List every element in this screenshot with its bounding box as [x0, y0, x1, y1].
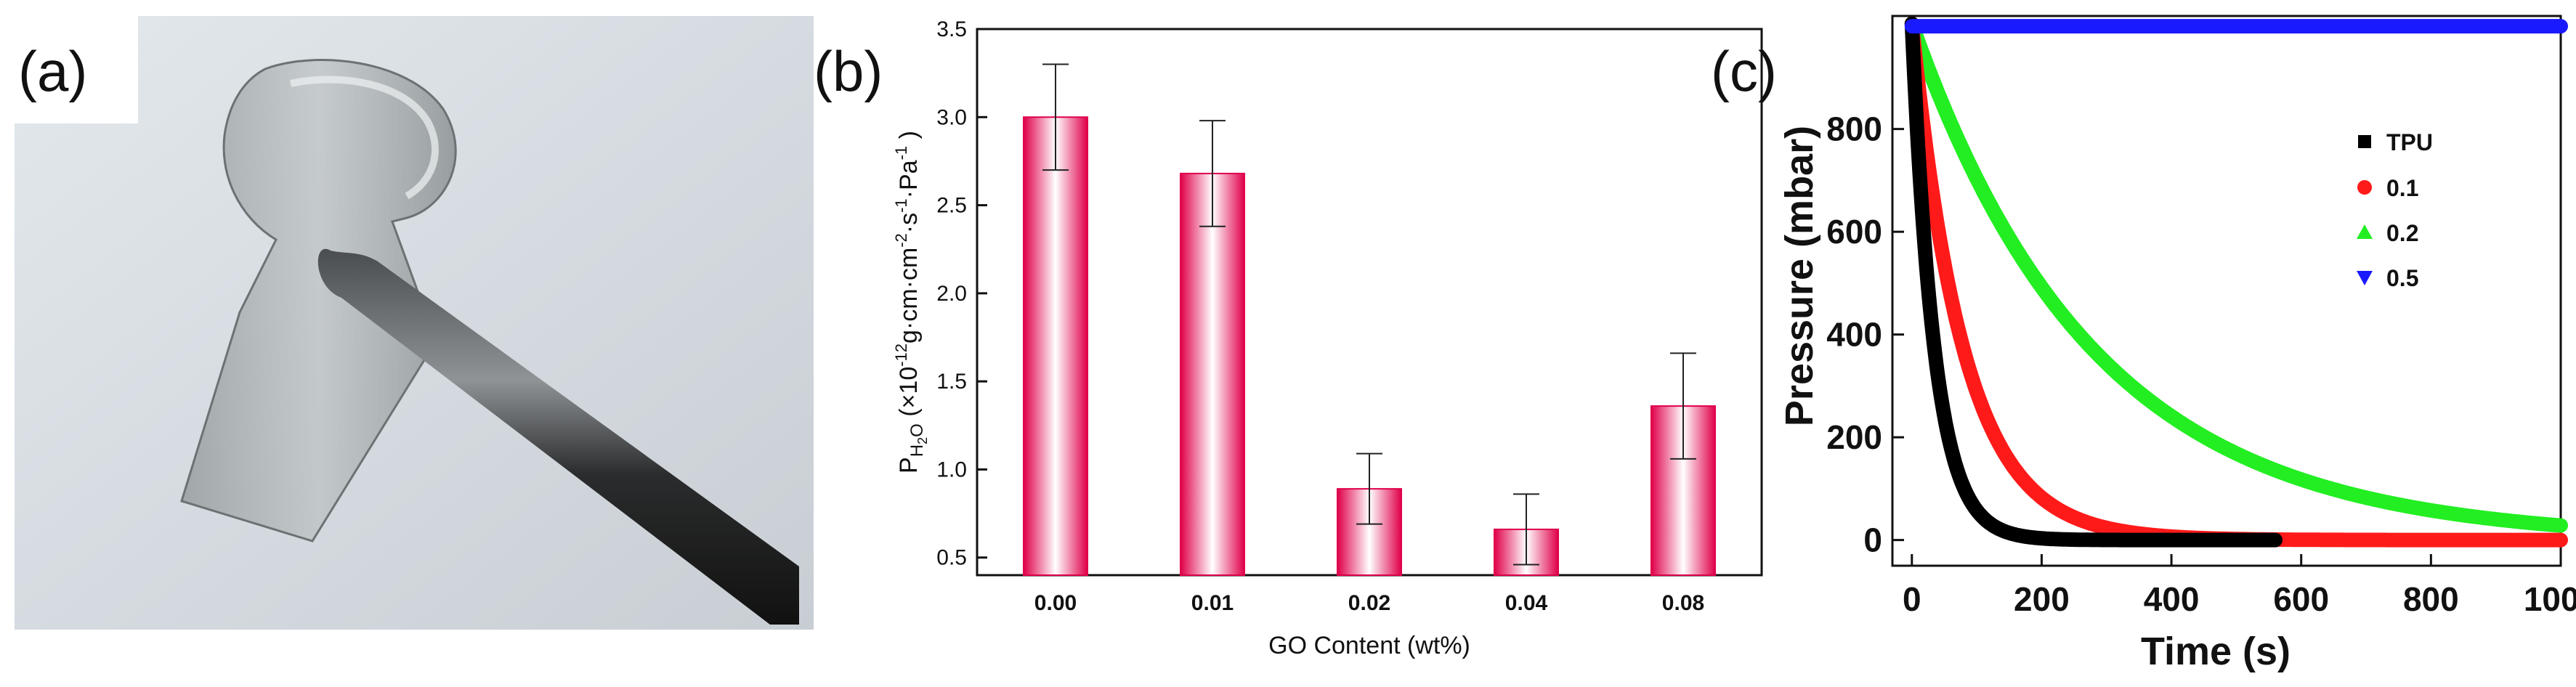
- panel-label-b: (b): [814, 39, 883, 103]
- chart-c-ytick-label: 400: [1826, 316, 1882, 354]
- chart-c-xlabel: Time (s): [2141, 630, 2291, 673]
- panel-label-c: (c): [1711, 39, 1777, 103]
- chart-c-ytick-label: 600: [1826, 213, 1882, 251]
- chart-b-ytick-label: 0.5: [936, 546, 967, 570]
- chart-b-ytick-label: 3.0: [936, 105, 967, 129]
- panel-b: 0.5 1.0 1.5 2.0 2.5 3.0 3.5 0.00 0.01 0.02 0.04 0.…: [892, 17, 1763, 659]
- chart-b-ytick-label: 3.5: [936, 17, 967, 41]
- chart-c-frame: [1891, 15, 2562, 567]
- chart-b-ytick-label: 1.5: [936, 370, 967, 394]
- chart-c-legend-marker: [2357, 180, 2372, 195]
- chart-c-legend-label: 0.2: [2386, 220, 2418, 246]
- chart-b-xtick-label: 0.01: [1191, 591, 1234, 615]
- rolled-film: [180, 59, 457, 542]
- film-curl-highlight: [289, 76, 439, 200]
- chart-c-legend-marker: [2357, 224, 2373, 239]
- chart-c-xtick-label: 600: [2273, 580, 2329, 618]
- label-a-box: [0, 0, 138, 123]
- chart-b-xtick-label: 0.08: [1662, 591, 1704, 615]
- chart-c-series-0-1: [1904, 16, 2568, 548]
- chart-b-ylabel: PH2O (×10-12g·cm·cm-2·s-1·Pa-1 ): [892, 131, 930, 473]
- chart-c-series-0-2: [1904, 16, 2568, 533]
- chart-c-xtick-label: 200: [2014, 580, 2070, 618]
- chart-b-xtick-label: 0.02: [1348, 591, 1390, 615]
- panel-a: [0, 0, 814, 630]
- chart-c-ytick-label: 800: [1826, 110, 1882, 148]
- chart-b-xtick-label: 0.00: [1034, 591, 1077, 615]
- chart-b-ytick-label: 2.5: [936, 194, 967, 218]
- chart-b-bar: [1023, 116, 1088, 576]
- chart-b-bar: [1180, 172, 1245, 576]
- chart-c-legend-label: 0.1: [2386, 175, 2418, 201]
- chart-b-xlabel: GO Content (wt%): [1268, 632, 1470, 659]
- chart-c-legend-marker: [2357, 271, 2373, 285]
- chart-c-xtick-label: 1000: [2524, 580, 2576, 618]
- chart-c-ytick-label: 200: [1826, 418, 1882, 456]
- chart-c-legend-marker: [2358, 135, 2371, 148]
- chart-c-ytick-label: 0: [1863, 521, 1882, 559]
- tweezers: [317, 248, 799, 625]
- chart-c-series-TPU: [1904, 16, 2283, 548]
- chart-c-legend-label: TPU: [2386, 129, 2433, 155]
- chart-b-xtick-label: 0.04: [1505, 591, 1548, 615]
- chart-c-ylabel: Pressure (mbar): [1778, 126, 1821, 426]
- chart-c-xtick-label: 400: [2144, 580, 2200, 618]
- panel-label-a: (a): [18, 39, 87, 103]
- chart-c-xtick-label: 800: [2403, 580, 2459, 618]
- chart-c-xtick-label: 0: [1903, 580, 1921, 618]
- chart-b-ytick-label: 1.0: [936, 458, 967, 481]
- chart-c-legend-label: 0.5: [2386, 265, 2418, 291]
- panel-c: 0 200 400 600 800 0 200 400 600 800 1000 TPU 0.1 0.…: [1778, 15, 2576, 673]
- chart-b-ytick-label: 2.0: [936, 282, 967, 306]
